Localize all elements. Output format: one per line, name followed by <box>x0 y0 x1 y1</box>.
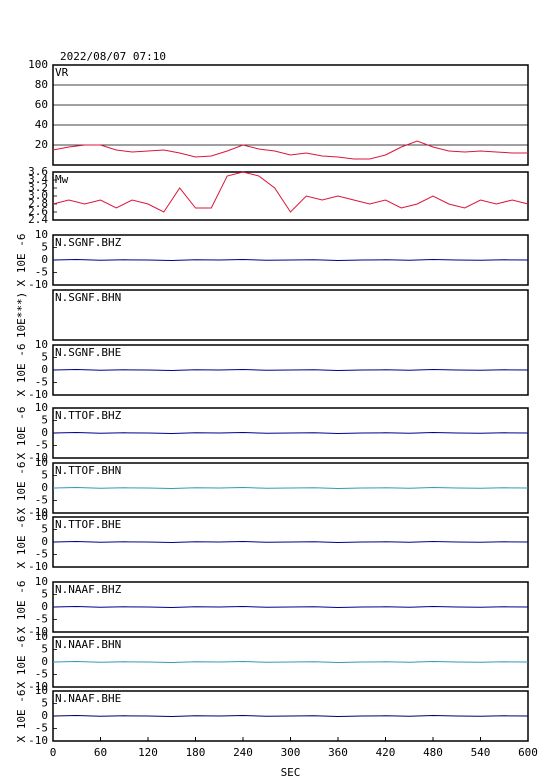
y-axis-label: X 10E -6 <box>15 407 28 460</box>
y-tick-label: -10 <box>28 451 48 464</box>
y-tick-label: 5 <box>41 241 48 254</box>
data-line <box>52 140 528 160</box>
data-line <box>52 660 529 664</box>
series-label: N.SGNF.BHE <box>55 346 121 359</box>
y-axis-label: X 10E -6 <box>15 516 28 569</box>
y-tick-label: 10 <box>35 401 48 414</box>
y-tick-label: 3.0 <box>28 189 48 202</box>
y-tick-label: -10 <box>28 734 48 747</box>
series-label: N.NAAF.BHZ <box>55 583 122 596</box>
y-tick-label: -5 <box>35 613 48 626</box>
data-line <box>52 431 529 435</box>
y-tick-label: 5 <box>41 414 48 427</box>
y-tick-label: 3.6 <box>28 165 48 178</box>
y-tick-label: 10 <box>35 456 48 469</box>
y-tick-label: 5 <box>41 588 48 601</box>
x-tick-label: 180 <box>186 746 206 759</box>
data-line <box>52 605 529 609</box>
y-tick-label: 3.2 <box>28 181 48 194</box>
y-tick-label: 10 <box>35 510 48 523</box>
y-tick-label: 100 <box>28 58 48 71</box>
series-label: N.SGNF.BHZ <box>55 236 122 249</box>
y-tick-label: -10 <box>28 506 48 519</box>
y-tick-label: 0 <box>41 363 48 376</box>
y-tick-label: -5 <box>35 722 48 735</box>
x-tick-label: 120 <box>138 746 158 759</box>
x-axis-label: SEC <box>281 766 301 779</box>
y-tick-label: 10 <box>35 630 48 643</box>
y-tick-label: 5 <box>41 351 48 364</box>
y-tick-label: 80 <box>35 78 48 91</box>
y-tick-label: 10 <box>35 338 48 351</box>
y-tick-label: 0 <box>41 709 48 722</box>
x-tick-label: 480 <box>423 746 443 759</box>
y-axis-label: X 10E -6 <box>15 581 28 634</box>
x-tick-label: 540 <box>471 746 491 759</box>
x-tick-label: 240 <box>233 746 253 759</box>
panel-frame <box>52 289 529 341</box>
y-tick-label: 0 <box>41 253 48 266</box>
y-axis-label: X 10E -6 <box>15 234 28 287</box>
x-tick-label: 420 <box>376 746 396 759</box>
y-tick-label: -10 <box>28 560 48 573</box>
y-tick-label: 5 <box>41 523 48 536</box>
y-tick-label: 10 <box>35 684 48 697</box>
y-axis-label: X 10E -6 <box>15 344 28 397</box>
data-line <box>52 486 529 490</box>
y-tick-label: 5 <box>41 469 48 482</box>
x-tick-label: 300 <box>281 746 301 759</box>
series-label: VR <box>55 66 69 79</box>
data-line <box>52 258 529 262</box>
y-tick-label: -5 <box>35 548 48 561</box>
y-tick-label: -5 <box>35 494 48 507</box>
y-tick-label: 2.4 <box>28 213 48 226</box>
series-label: N.TTOF.BHN <box>55 464 121 477</box>
data-line <box>52 540 529 544</box>
panel-frame <box>52 64 529 166</box>
y-tick-label: 5 <box>41 697 48 710</box>
chart-title: 2022/08/07 07:10 <box>60 50 166 63</box>
y-tick-label: 10 <box>35 228 48 241</box>
x-tick-label: 600 <box>518 746 538 759</box>
series-label: N.NAAF.BHN <box>55 638 121 651</box>
y-tick-label: -10 <box>28 625 48 638</box>
y-tick-label: 0 <box>41 426 48 439</box>
y-axis-label: X 10E -6 <box>15 462 28 515</box>
y-tick-label: 0 <box>41 481 48 494</box>
x-tick-label: 360 <box>328 746 348 759</box>
y-tick-label: -5 <box>35 266 48 279</box>
y-tick-label: -10 <box>28 680 48 693</box>
y-tick-label: 5 <box>41 643 48 656</box>
y-tick-label: -5 <box>35 668 48 681</box>
y-tick-label: 10 <box>35 575 48 588</box>
panel-frame <box>52 171 529 221</box>
x-tick-label: 0 <box>50 746 57 759</box>
series-label: N.TTOF.BHE <box>55 518 121 531</box>
y-tick-label: -5 <box>35 439 48 452</box>
series-label: N.TTOF.BHZ <box>55 409 122 422</box>
y-tick-label: 2.8 <box>28 197 48 210</box>
y-tick-label: 0 <box>41 535 48 548</box>
series-label: N.SGNF.BHN <box>55 291 121 304</box>
data-line <box>52 171 529 213</box>
y-tick-label: 20 <box>35 138 48 151</box>
series-label: N.NAAF.BHE <box>55 692 121 705</box>
y-tick-label: -10 <box>28 388 48 401</box>
data-line <box>52 714 529 718</box>
x-tick-label: 60 <box>94 746 107 759</box>
y-tick-label: 40 <box>35 118 48 131</box>
y-tick-label: 3.4 <box>28 173 48 186</box>
y-tick-label: 0 <box>41 600 48 613</box>
y-tick-label: 2.6 <box>28 205 48 218</box>
data-line <box>52 368 529 372</box>
y-axis-label: 10E***) <box>15 292 28 338</box>
y-axis-label: X 10E -6 <box>15 690 28 743</box>
y-tick-label: 0 <box>41 655 48 668</box>
y-tick-label: -10 <box>28 278 48 291</box>
y-tick-label: -5 <box>35 376 48 389</box>
y-axis-label: X 10E -6 <box>15 636 28 689</box>
series-label: Mw <box>55 173 69 186</box>
y-tick-label: 60 <box>35 98 48 111</box>
